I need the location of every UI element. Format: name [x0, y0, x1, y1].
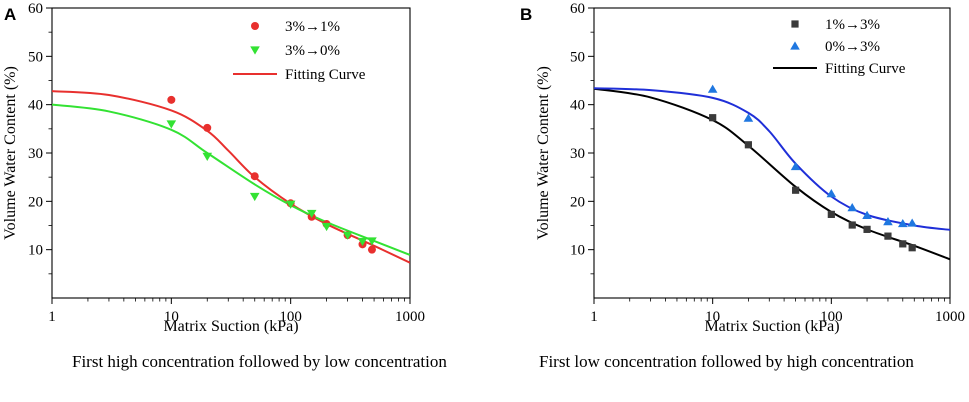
x-tick-label: 100 — [279, 309, 302, 325]
x-tick-label: 10 — [705, 309, 720, 325]
x-axis-label: Matrix Suction (kPa) — [704, 318, 839, 335]
legend-entry: Fitting Curve — [825, 61, 906, 77]
panel-a-chart: A 1 10 100 1000 10 20 30 40 50 60 Matrix Suction (k… — [2, 1, 425, 335]
data-point — [367, 237, 377, 246]
caption-b: First low concentration followed by high… — [539, 352, 914, 371]
x-tick-label: 1000 — [395, 309, 425, 325]
data-point — [908, 244, 916, 252]
data-point — [342, 231, 353, 240]
data-point — [897, 218, 908, 228]
legend-entry: 3%→1% — [285, 19, 340, 35]
y-tick-label: 30 — [28, 146, 43, 162]
legend-marker — [791, 20, 799, 28]
fitting-curve — [594, 87, 950, 261]
panel-letter: B — [520, 5, 532, 24]
y-tick-label: 50 — [28, 49, 43, 65]
y-tick-label: 10 — [28, 243, 43, 259]
data-point — [743, 113, 754, 122]
data-point — [862, 210, 872, 219]
y-tick-label: 10 — [570, 243, 585, 259]
y-tick-label: 40 — [570, 98, 585, 114]
data-point — [827, 210, 835, 218]
x-tick-label: 1 — [48, 309, 56, 325]
legend-marker — [251, 22, 259, 30]
x-tick-label: 1000 — [935, 309, 965, 325]
data-point — [744, 141, 752, 149]
y-tick-label: 30 — [570, 146, 585, 162]
data-point — [285, 200, 296, 209]
data-point — [707, 84, 718, 93]
panel-b-chart: B 1 10 100 1000 10 20 30 40 50 60 Matrix Suction (k… — [520, 1, 965, 335]
legend-entry: 0%→3% — [825, 39, 880, 55]
data-point — [167, 95, 176, 104]
data-point — [790, 161, 801, 171]
data-point — [250, 172, 259, 181]
y-tick-label: 20 — [570, 194, 585, 210]
data-point — [883, 217, 893, 226]
data-point — [166, 120, 177, 129]
y-tick-label: 40 — [28, 98, 43, 114]
legend-entry: 3%→0% — [285, 43, 340, 59]
data-point — [847, 203, 858, 212]
y-tick-label: 60 — [570, 1, 585, 17]
fitting-curve — [52, 90, 410, 264]
data-point — [863, 225, 871, 233]
data-point — [202, 152, 213, 161]
data-point — [367, 245, 376, 254]
data-point — [709, 114, 717, 122]
legend-entry: Fitting Curve — [285, 67, 366, 83]
data-point — [203, 123, 212, 132]
data-point — [249, 192, 260, 202]
panel-letter: A — [4, 5, 16, 24]
legend-marker — [790, 41, 800, 50]
y-axis-label: Volume Water Content (%) — [2, 66, 19, 240]
x-axis-label: Matrix Suction (kPa) — [163, 318, 298, 335]
data-point — [899, 240, 907, 248]
data-point — [306, 209, 317, 219]
y-tick-label: 20 — [28, 194, 43, 210]
fitting-curve — [52, 103, 410, 256]
data-point — [826, 189, 837, 198]
y-tick-label: 50 — [570, 49, 585, 65]
y-tick-label: 60 — [28, 1, 43, 17]
data-point — [884, 232, 892, 240]
x-tick-label: 1 — [590, 309, 598, 325]
caption-a: First high concentration followed by low… — [72, 352, 447, 371]
legend-entry: 1%→3% — [825, 17, 880, 33]
legend-marker — [250, 46, 260, 55]
x-tick-label: 100 — [820, 309, 843, 325]
y-axis-label: Volume Water Content (%) — [535, 66, 552, 240]
data-point — [907, 218, 917, 227]
data-point — [848, 221, 856, 229]
data-point — [792, 186, 800, 194]
fitting-curve — [594, 87, 950, 231]
figure: A 1 10 100 1000 10 20 30 40 50 60 Matrix Suction (k… — [2, 1, 965, 335]
x-tick-label: 10 — [164, 309, 179, 325]
data-point — [321, 222, 332, 232]
plot-frame — [593, 7, 951, 299]
data-point — [357, 237, 368, 247]
